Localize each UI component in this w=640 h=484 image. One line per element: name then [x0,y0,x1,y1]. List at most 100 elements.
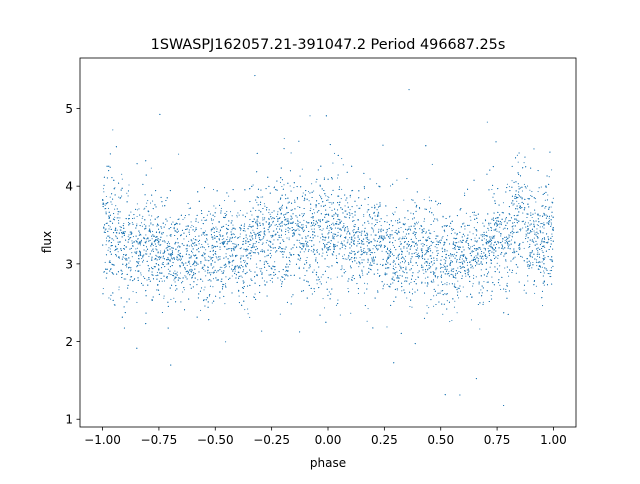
data-point [108,225,110,227]
data-point [550,224,552,226]
data-point [504,239,506,241]
data-point [534,198,536,200]
data-point [189,263,191,265]
data-point [204,286,206,288]
data-point [152,200,154,202]
data-point [141,258,143,260]
data-point [211,219,213,221]
data-point [487,247,489,250]
data-point [310,207,312,209]
data-point [316,283,318,285]
data-point [264,256,266,258]
data-point [160,250,162,252]
data-point [445,225,447,227]
data-point [520,230,522,232]
data-point [526,265,529,267]
data-point [529,189,531,191]
data-point [170,298,172,300]
data-point [405,255,407,257]
data-point [179,259,181,261]
data-point [541,305,544,307]
data-point [357,235,359,237]
data-point [539,266,542,268]
data-point [194,230,196,232]
data-point [464,228,466,230]
data-point [386,221,388,223]
data-point [351,237,353,239]
data-point [205,249,207,251]
data-point [315,181,317,183]
data-point [402,270,404,272]
data-point [216,257,218,259]
data-point [469,231,471,233]
data-point [109,226,111,228]
data-point [452,274,454,276]
data-point [393,260,395,262]
data-point [191,274,193,277]
data-point [281,230,283,232]
data-point [327,227,329,229]
data-point [537,224,539,227]
data-point [472,283,474,285]
data-point [509,240,511,242]
data-point [138,243,140,245]
data-point [141,225,143,227]
data-point [212,188,215,191]
data-point [377,272,379,275]
data-point [183,263,185,265]
data-point [223,200,226,202]
data-point [541,239,543,241]
data-point [537,247,539,249]
data-point [417,221,420,223]
data-point [211,272,213,274]
data-point [366,211,368,213]
data-point [182,291,184,293]
data-point [322,252,324,254]
data-point [184,217,186,219]
data-point [474,237,476,239]
data-point [105,237,108,239]
data-point [265,260,267,262]
data-point [376,203,378,205]
data-point [104,204,106,206]
data-point [513,221,515,224]
data-point [545,186,547,188]
data-point [537,237,539,239]
data-point [151,215,153,217]
data-point [261,243,263,246]
data-point [446,282,448,284]
data-point [318,225,320,227]
data-point [409,305,411,308]
data-point [491,219,493,221]
data-point [327,196,329,198]
data-point [105,244,107,246]
data-point [236,246,238,248]
data-point [526,203,529,205]
data-point [232,248,234,250]
data-point [343,240,345,242]
data-point [401,290,403,292]
data-point [523,289,525,291]
data-point [175,289,177,291]
data-point [415,221,418,223]
data-point [352,251,354,253]
data-point [279,251,281,253]
data-point [496,262,498,264]
data-point [152,248,154,250]
data-point [215,256,217,258]
data-point [148,225,150,227]
data-point [406,250,408,252]
data-point [410,229,412,231]
data-point [211,223,213,225]
data-point [215,226,217,228]
data-point [489,266,491,268]
data-point [531,216,533,219]
data-point [309,115,311,117]
data-point [374,215,376,217]
data-point [436,257,438,260]
data-point [118,286,120,288]
data-point [255,246,257,248]
data-point [439,240,441,242]
data-point [412,288,414,290]
